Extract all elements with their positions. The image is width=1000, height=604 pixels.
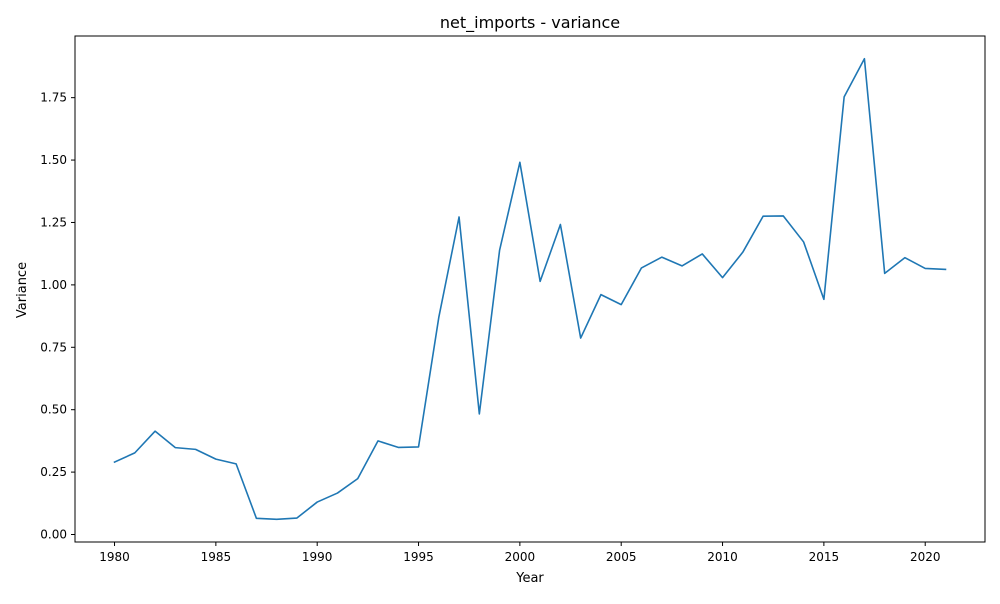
data-point	[114, 461, 116, 463]
y-tick-label: 1.00	[40, 278, 67, 292]
data-point	[134, 452, 136, 454]
data-point	[560, 224, 562, 226]
data-point	[397, 446, 399, 448]
x-tick-label: 1995	[403, 550, 434, 564]
data-point	[762, 215, 764, 217]
data-point	[742, 251, 744, 253]
y-tick-label: 1.25	[40, 215, 67, 229]
y-tick-label: 0.00	[40, 528, 67, 542]
data-point	[154, 430, 156, 432]
data-point	[337, 492, 339, 494]
x-tick-label: 1990	[302, 550, 333, 564]
data-point	[722, 277, 724, 279]
data-point	[803, 241, 805, 243]
data-point	[215, 458, 217, 460]
x-axis-label: Year	[515, 571, 544, 586]
data-point	[418, 446, 420, 448]
data-point	[438, 316, 440, 318]
chart-title: net_imports - variance	[440, 13, 620, 33]
data-point	[641, 267, 643, 269]
data-point	[904, 257, 906, 259]
data-point	[864, 58, 866, 60]
plot-area: 1980 1985 1990 1995 2000 2005 2010 2015 2020 0.00…	[40, 35, 986, 564]
data-point	[620, 304, 622, 306]
y-axis-label: Variance	[15, 262, 30, 318]
data-point	[276, 518, 278, 520]
x-tick-label: 1980	[99, 550, 130, 564]
x-tick-label: 1985	[201, 550, 232, 564]
data-point	[701, 253, 703, 255]
series-line	[113, 57, 947, 521]
data-point	[884, 272, 886, 274]
data-point	[600, 294, 602, 296]
y-tick-label: 0.75	[40, 340, 67, 354]
x-tick-label: 2015	[809, 550, 840, 564]
y-tick-label: 0.25	[40, 465, 67, 479]
x-tick-label: 2010	[707, 550, 738, 564]
data-point	[174, 447, 176, 449]
data-point	[458, 216, 460, 218]
x-tick-label: 2020	[910, 550, 941, 564]
data-point	[580, 337, 582, 339]
data-point	[377, 440, 379, 442]
data-point	[843, 96, 845, 98]
x-tick-label: 2005	[606, 550, 637, 564]
data-point	[539, 280, 541, 282]
data-point	[823, 298, 825, 300]
data-point	[499, 249, 501, 251]
y-tick-label: 1.75	[40, 91, 67, 105]
axes-frame	[74, 35, 986, 543]
data-point	[945, 269, 947, 271]
data-point	[924, 268, 926, 270]
y-tick-label: 0.50	[40, 403, 67, 417]
data-point	[661, 256, 663, 258]
y-tick-label: 1.50	[40, 153, 67, 167]
data-point	[681, 265, 683, 267]
data-point	[235, 463, 237, 465]
data-point	[782, 215, 784, 217]
data-point	[357, 478, 359, 480]
data-point	[478, 413, 480, 415]
data-point	[195, 448, 197, 450]
data-point	[255, 517, 257, 519]
data-point	[519, 161, 521, 163]
x-tick-label: 2000	[505, 550, 536, 564]
data-point	[316, 501, 318, 503]
data-point	[296, 517, 298, 519]
